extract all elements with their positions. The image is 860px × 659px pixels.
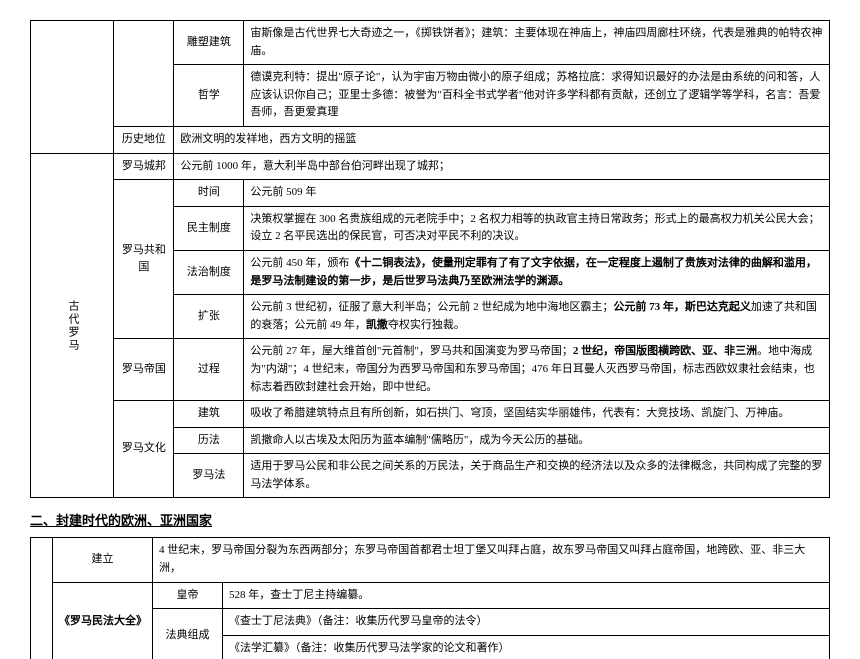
establish-content: 4 世纪末，罗马帝国分裂为东西两部分；东罗马帝国首都君士坦丁堡又叫拜占庭，故东罗… [153,538,830,582]
rome-vert-label: 古代罗马 [31,153,114,498]
sculpture-label: 雕塑建筑 [174,21,244,65]
arch-content: 吸收了希腊建筑特点且有所创新，如石拱门、穹顶，坚固结实华丽雄伟，代表有：大竞技场… [244,401,830,428]
empty-vert2 [31,538,53,659]
table-row: 古代罗马 罗马城邦 公元前 1000 年，意大利半岛中部台伯河畔出现了城邦； [31,153,830,180]
empire-label: 罗马帝国 [114,339,174,401]
emperor-content: 528 年，查士丁尼主持编纂。 [223,582,830,609]
empty-vert [31,21,114,154]
polis-content: 公元前 1000 年，意大利半岛中部台伯河畔出现了城邦； [174,153,830,180]
philosophy-label: 哲学 [174,65,244,127]
table-row: 建立 4 世纪末，罗马帝国分裂为东西两部分；东罗马帝国首都君士坦丁堡又叫拜占庭，… [31,538,830,582]
romelaw-label: 罗马法 [174,454,244,498]
history-pos-content: 欧洲文明的发祥地，西方文明的摇篮 [174,126,830,153]
table-row: 罗马帝国 过程 公元前 27 年，屋大维首创"元首制"，罗马共和国演变为罗马帝国… [31,339,830,401]
emperor-label: 皇帝 [153,582,223,609]
republic-label: 罗马共和国 [114,180,174,339]
table-row: 雕塑建筑 宙斯像是古代世界七大奇迹之一，《掷铁饼者》；建筑：主要体现在神庙上，神… [31,21,830,65]
process-label: 过程 [174,339,244,401]
time-label: 时间 [174,180,244,207]
exp-p3: 夺权实行独裁。 [388,319,465,331]
table-row: 罗马共和国 时间 公元前 509 年 [31,180,830,207]
calendar-content: 凯撒命人以古埃及太阳历为蓝本编制"儒略历"，成为今天公历的基础。 [244,427,830,454]
section-title: 二、封建时代的欧洲、亚洲国家 [30,510,830,529]
comp-item1: 《查士丁尼法典》（备注：收集历代罗马皇帝的法令） [223,609,830,636]
expansion-label: 扩张 [174,295,244,339]
sculpture-content: 宙斯像是古代世界七大奇迹之一，《掷铁饼者》；建筑：主要体现在神庙上，神庙四周廊柱… [244,21,830,65]
establish-label: 建立 [53,538,153,582]
philosophy-content: 德谟克利特：提出"原子论"，认为宇宙万物由微小的原子组成；苏格拉底：求得知识最好… [244,65,830,127]
history-pos-label: 历史地位 [114,126,174,153]
proc-bold: 2 世纪，帝国版图横跨欧、亚、非三洲 [573,345,757,357]
process-content: 公元前 27 年，屋大维首创"元首制"，罗马共和国演变为罗马帝国；2 世纪，帝国… [244,339,830,401]
arch-label: 建筑 [174,401,244,428]
expansion-content: 公元前 3 世纪初，征服了意大利半岛；公元前 2 世纪成为地中海地区霸主；公元前… [244,295,830,339]
exp-b2: 凯撒 [366,319,388,331]
law-label: 法治制度 [174,250,244,294]
exp-b1: 公元前 73 年，斯巴达克起义 [613,301,751,313]
romelaw-content: 适用于罗马公民和非公民之间关系的万民法，关于商品生产和交换的经济法以及众多的法律… [244,454,830,498]
table-row: 罗马文化 建筑 吸收了希腊建筑特点且有所创新，如石拱门、穹顶，坚固结实华丽雄伟，… [31,401,830,428]
democracy-label: 民主制度 [174,206,244,250]
exp-p1: 公元前 3 世纪初，征服了意大利半岛；公元前 2 世纪成为地中海地区霸主； [250,301,613,313]
table-row: 历史地位 欧洲文明的发祥地，西方文明的摇篮 [31,126,830,153]
table-row: 《罗马民法大全》 皇帝 528 年，查士丁尼主持编纂。 [31,582,830,609]
law-prefix: 公元前 450 年，颁布 [250,257,349,269]
corpus-label: 《罗马民法大全》 [53,582,153,659]
comp-item2: 《法学汇纂》（备注：收集历代罗马法学家的论文和著作） [223,635,830,659]
proc-p1: 公元前 27 年，屋大维首创"元首制"，罗马共和国演变为罗马帝国； [250,345,572,357]
polis-label: 罗马城邦 [114,153,174,180]
time-content: 公元前 509 年 [244,180,830,207]
law-content: 公元前 450 年，颁布《十二铜表法》，使量刑定罪有了有了文字依据，在一定程度上… [244,250,830,294]
table-greece-rome: 雕塑建筑 宙斯像是古代世界七大奇迹之一，《掷铁饼者》；建筑：主要体现在神庙上，神… [30,20,830,498]
democracy-content: 决策权掌握在 300 名贵族组成的元老院手中；2 名权力相等的执政官主持日常政务… [244,206,830,250]
calendar-label: 历法 [174,427,244,454]
table-feudal: 建立 4 世纪末，罗马帝国分裂为东西两部分；东罗马帝国首都君士坦丁堡又叫拜占庭，… [30,537,830,659]
composition-label: 法典组成 [153,609,223,659]
empty-cat [114,21,174,127]
culture-label: 罗马文化 [114,401,174,498]
